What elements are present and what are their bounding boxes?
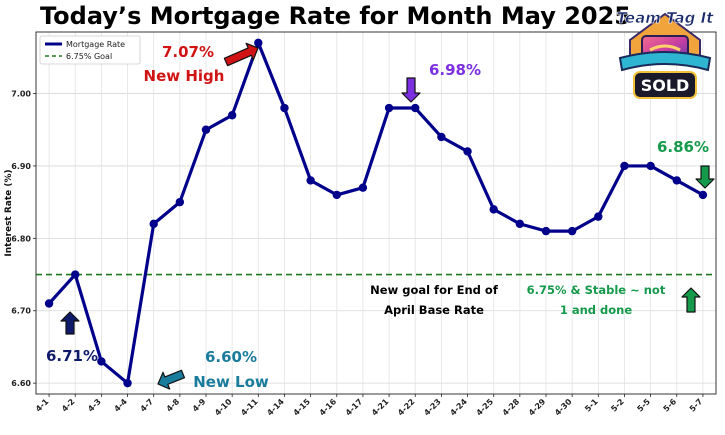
annotation-goal-note-1: New goal for End of	[370, 283, 499, 297]
annotations-group: 7.07% New High 6.98% 6.86% 6.71% 6.60% New Low…	[46, 42, 715, 391]
x-tick-label: 4-11	[239, 397, 260, 418]
annotation-high-label: New High	[144, 67, 225, 85]
arrow-left-icon-shape	[157, 369, 186, 390]
annotation-stable-note-1: 6.75% & Stable ~ not	[527, 283, 666, 297]
x-tick-label: 5-6	[662, 397, 679, 414]
series-group	[44, 38, 708, 388]
data-point	[698, 190, 708, 200]
y-tick-label: 6.60	[11, 379, 31, 388]
annotation-stable-note-2: 1 and done	[560, 303, 633, 317]
x-tick-label: 4-16	[318, 397, 339, 418]
x-tick-label: 4-3	[86, 397, 103, 414]
x-tick-label: 4-21	[370, 397, 391, 418]
data-point	[97, 357, 106, 366]
data-point	[515, 219, 525, 229]
data-point	[567, 226, 577, 236]
ribbon-icon	[618, 51, 712, 72]
grid	[36, 32, 716, 394]
data-point	[620, 161, 629, 171]
annotation-low-start-value: 6.71%	[46, 347, 98, 365]
data-point	[437, 132, 446, 142]
chart-title: Today’s Mortgage Rate for Month May 2025	[40, 2, 631, 30]
logo-team-text: Team Tag It	[617, 9, 715, 27]
x-tick-label: 4-7	[139, 397, 156, 414]
data-point	[44, 299, 54, 308]
arrow-up-icon	[681, 287, 701, 313]
data-point	[306, 176, 315, 185]
legend-series-label: Mortgage Rate	[66, 40, 125, 49]
annotation-peak-value: 6.98%	[429, 61, 481, 79]
y-tick-label: 6.80	[11, 234, 31, 243]
arrow-right-icon	[223, 42, 259, 67]
data-point	[384, 103, 394, 113]
annotation-low-label: New Low	[193, 373, 269, 391]
data-point	[280, 103, 289, 113]
mortgage-rate-line	[47, 41, 704, 385]
arrow-down-icon	[695, 165, 715, 189]
annotation-low-value: 6.60%	[205, 348, 257, 366]
data-point	[463, 147, 472, 156]
arrow-right-icon-shape	[223, 42, 259, 67]
annotation-high-value: 7.07%	[162, 43, 214, 61]
x-tick-label: 4-15	[292, 397, 313, 418]
annotation-goal-note-2: April Base Rate	[384, 303, 484, 317]
data-point	[149, 219, 158, 229]
data-point	[201, 125, 211, 134]
x-tick-label: 4-9	[191, 397, 208, 414]
logo-sold-text: SOLD	[641, 76, 690, 95]
arrow-up-icon-shape	[681, 287, 701, 313]
annotation-latest-value: 6.86%	[657, 138, 709, 156]
x-tick-label: 5-7	[688, 397, 705, 414]
x-tick-label: 4-1	[34, 397, 51, 414]
x-tick-label: 4-24	[448, 397, 469, 418]
x-tick-label: 4-23	[422, 397, 443, 418]
arrow-down-icon-shape	[401, 77, 421, 103]
x-tick-label: 5-1	[583, 397, 600, 414]
y-axis-label: Interest Rate (%)	[4, 169, 14, 256]
x-tick-label: 5-5	[635, 397, 652, 414]
plot-frame	[35, 31, 717, 395]
sold-sign-icon	[633, 71, 697, 99]
data-point	[71, 270, 80, 279]
team-tag-it-logo: SOLD Team Tag It	[616, 9, 715, 99]
legend-goal-label: 6.75% Goal	[66, 52, 112, 61]
data-point	[646, 161, 655, 171]
y-tick-label: 6.90	[11, 162, 31, 171]
x-tick-label: 4-14	[265, 397, 286, 418]
x-tick-label: 4-17	[344, 397, 365, 418]
arrow-left-icon	[157, 369, 186, 390]
data-point	[489, 205, 498, 214]
x-tick-label: 4-30	[553, 397, 574, 418]
legend: Mortgage Rate 6.75% Goal	[39, 35, 141, 65]
x-tick-label: 5-2	[609, 397, 626, 414]
x-tick-label: 4-8	[165, 397, 182, 414]
data-point	[175, 197, 185, 207]
x-tick-label: 4-28	[501, 397, 522, 418]
x-tick-label: 4-29	[527, 397, 548, 418]
x-tick-label: 4-2	[60, 397, 77, 414]
legend-box	[39, 35, 141, 65]
data-point	[358, 183, 368, 192]
x-tick-label: 4-10	[213, 397, 234, 418]
data-point	[332, 190, 341, 200]
arrow-down-icon	[401, 77, 421, 103]
arrow-up-icon-shape	[60, 311, 80, 335]
y-tick-label: 7.00	[11, 90, 31, 99]
data-point	[594, 212, 603, 221]
data-point	[254, 38, 263, 48]
data-point	[541, 226, 551, 236]
data-point	[411, 103, 420, 113]
y-tick-label: 6.70	[11, 307, 31, 316]
data-point	[123, 378, 132, 388]
x-tick-label: 4-4	[112, 397, 129, 414]
x-tick-label: 4-25	[475, 397, 496, 418]
arrow-up-icon	[60, 311, 80, 335]
x-tick-label: 4-22	[396, 397, 417, 418]
data-point	[227, 111, 237, 120]
data-point	[672, 176, 681, 185]
arrow-down-icon-shape	[695, 165, 715, 189]
